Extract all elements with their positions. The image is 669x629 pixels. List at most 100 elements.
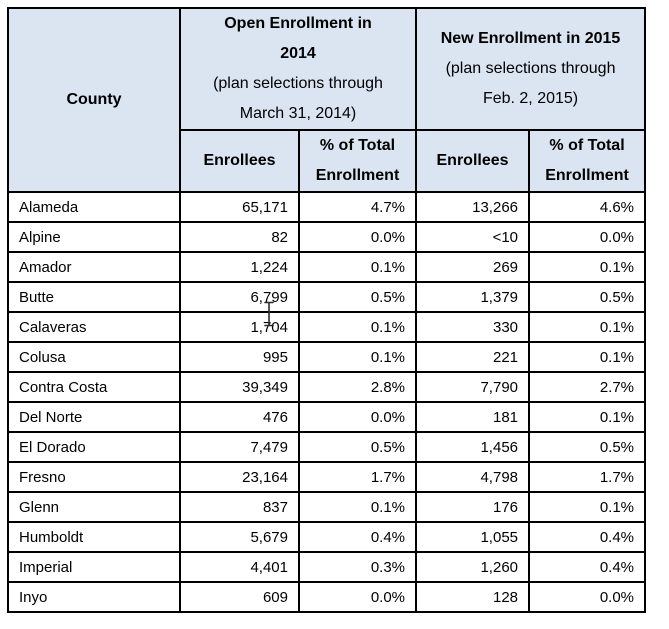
cell-enrollees-2015: 4,798 [415, 461, 531, 493]
cell-pct-total-2014: 0.1% [297, 341, 418, 373]
cell-pct-total-2015: 0.1% [528, 401, 647, 433]
table-body: Alameda 65,171 4.7% 13,266 4.6% Alpine 82 0.0% <… [7, 191, 647, 613]
table-row: Calaveras 1,704 0.1% 330 0.1% [7, 311, 647, 343]
cell-pct-total-2014: 0.0% [297, 401, 418, 433]
cell-county: Colusa [7, 341, 181, 373]
column-group-new-enrollment-2015: New Enrollment in 2015 (plan selections … [415, 7, 647, 131]
cell-enrollees-2014: 837 [179, 491, 300, 523]
cell-county: Alpine [7, 221, 181, 253]
cell-pct-total-2015: 0.0% [528, 221, 647, 253]
cell-county: Del Norte [7, 401, 181, 433]
cell-county: Contra Costa [7, 371, 181, 403]
column-header-county: County [7, 7, 181, 193]
column-header-enrollees-2015: Enrollees [415, 129, 531, 193]
cell-pct-total-2015: 0.1% [528, 341, 647, 373]
cell-enrollees-2014: 23,164 [179, 461, 300, 493]
cell-enrollees-2015: 269 [415, 251, 531, 283]
cell-enrollees-2014: 6,799 [179, 281, 300, 313]
cell-pct-total-2014: 0.0% [297, 221, 418, 253]
cell-enrollees-2014: 5,679 [179, 521, 300, 553]
cell-enrollees-2014: 476 [179, 401, 300, 433]
cell-pct-total-2014: 0.1% [297, 491, 418, 523]
cell-pct-total-2014: 1.7% [297, 461, 418, 493]
column-header-pct-total-2014: % of Total Enrollment [297, 129, 418, 193]
cell-pct-total-2015: 2.7% [528, 371, 647, 403]
cell-pct-total-2014: 4.7% [297, 191, 418, 223]
table-row: Inyo 609 0.0% 128 0.0% [7, 581, 647, 613]
cell-enrollees-2015: 1,260 [415, 551, 531, 583]
cell-county: Glenn [7, 491, 181, 523]
table-row: Fresno 23,164 1.7% 4,798 1.7% [7, 461, 647, 493]
cell-enrollees-2014: 7,479 [179, 431, 300, 463]
cell-enrollees-2015: 181 [415, 401, 531, 433]
cell-county: Alameda [7, 191, 181, 223]
cell-enrollees-2014: 609 [179, 581, 300, 613]
cell-enrollees-2014: 1,224 [179, 251, 300, 283]
table-row: Amador 1,224 0.1% 269 0.1% [7, 251, 647, 283]
cell-pct-total-2015: 0.0% [528, 581, 647, 613]
cell-county: Inyo [7, 581, 181, 613]
cell-enrollees-2015: 221 [415, 341, 531, 373]
table-header: County Open Enrollment in 2014 (plan sel… [7, 7, 647, 193]
column-header-pct-total-2015: % of Total Enrollment [528, 129, 647, 193]
group-2015-subtitle-line1: (plan selections through [445, 60, 616, 77]
cell-enrollees-2015: 7,790 [415, 371, 531, 403]
cell-county: El Dorado [7, 431, 181, 463]
cell-pct-total-2015: 0.5% [528, 281, 647, 313]
cell-pct-total-2014: 0.0% [297, 581, 418, 613]
cell-pct-total-2015: 0.1% [528, 491, 647, 523]
cell-enrollees-2014: 39,349 [179, 371, 300, 403]
cell-pct-total-2015: 0.4% [528, 521, 647, 553]
cell-county: Imperial [7, 551, 181, 583]
cell-pct-total-2014: 0.1% [297, 311, 418, 343]
cell-pct-total-2014: 0.5% [297, 431, 418, 463]
cell-enrollees-2014: 4,401 [179, 551, 300, 583]
cell-enrollees-2015: 1,456 [415, 431, 531, 463]
cell-pct-total-2015: 1.7% [528, 461, 647, 493]
cell-enrollees-2015: 1,055 [415, 521, 531, 553]
table-row: Butte 6,799 0.5% 1,379 0.5% [7, 281, 647, 313]
table-row: Colusa 995 0.1% 221 0.1% [7, 341, 647, 373]
table-row: Imperial 4,401 0.3% 1,260 0.4% [7, 551, 647, 583]
cell-pct-total-2014: 0.5% [297, 281, 418, 313]
column-header-enrollees-2014: Enrollees [179, 129, 300, 193]
cell-pct-total-2015: 0.1% [528, 311, 647, 343]
table-row: Del Norte 476 0.0% 181 0.1% [7, 401, 647, 433]
cell-county: Fresno [7, 461, 181, 493]
cell-enrollees-2014: 1,704 [179, 311, 300, 343]
cell-enrollees-2015: 13,266 [415, 191, 531, 223]
cell-county: Humboldt [7, 521, 181, 553]
cell-pct-total-2014: 0.4% [297, 521, 418, 553]
cell-enrollees-2015: 1,379 [415, 281, 531, 313]
table-row: Glenn 837 0.1% 176 0.1% [7, 491, 647, 523]
cell-pct-total-2015: 0.5% [528, 431, 647, 463]
group-2014-subtitle-line1: (plan selections through [213, 75, 383, 92]
cell-pct-total-2015: 4.6% [528, 191, 647, 223]
cell-enrollees-2015: 330 [415, 311, 531, 343]
cell-county: Butte [7, 281, 181, 313]
cell-county: Calaveras [7, 311, 181, 343]
cell-enrollees-2015: <10 [415, 221, 531, 253]
county-enrollment-table: County Open Enrollment in 2014 (plan sel… [7, 7, 647, 613]
table-row: Alameda 65,171 4.7% 13,266 4.6% [7, 191, 647, 223]
group-2014-title-line1: Open Enrollment in [224, 15, 372, 32]
cell-pct-total-2015: 0.1% [528, 251, 647, 283]
header-group-row: County Open Enrollment in 2014 (plan sel… [7, 7, 647, 193]
header-sub-row: Enrollees % of Total Enrollment Enrollee… [8, 129, 647, 193]
cell-pct-total-2015: 0.4% [528, 551, 647, 583]
cell-enrollees-2014: 995 [179, 341, 300, 373]
group-2015-subtitle-line2: Feb. 2, 2015) [482, 90, 579, 107]
group-2014-subtitle-line2: March 31, 2014) [239, 105, 357, 122]
cell-pct-total-2014: 0.3% [297, 551, 418, 583]
table-row: Alpine 82 0.0% <10 0.0% [7, 221, 647, 253]
cell-county: Amador [7, 251, 181, 283]
cell-pct-total-2014: 0.1% [297, 251, 418, 283]
column-group-open-enrollment-2014: Open Enrollment in 2014 (plan selections… [178, 7, 418, 131]
group-2014-title-line2: 2014 [280, 45, 316, 62]
table-row: Humboldt 5,679 0.4% 1,055 0.4% [7, 521, 647, 553]
cell-enrollees-2015: 128 [415, 581, 531, 613]
cell-pct-total-2014: 2.8% [297, 371, 418, 403]
table-row: El Dorado 7,479 0.5% 1,456 0.5% [7, 431, 647, 463]
table-row: Contra Costa 39,349 2.8% 7,790 2.7% [7, 371, 647, 403]
